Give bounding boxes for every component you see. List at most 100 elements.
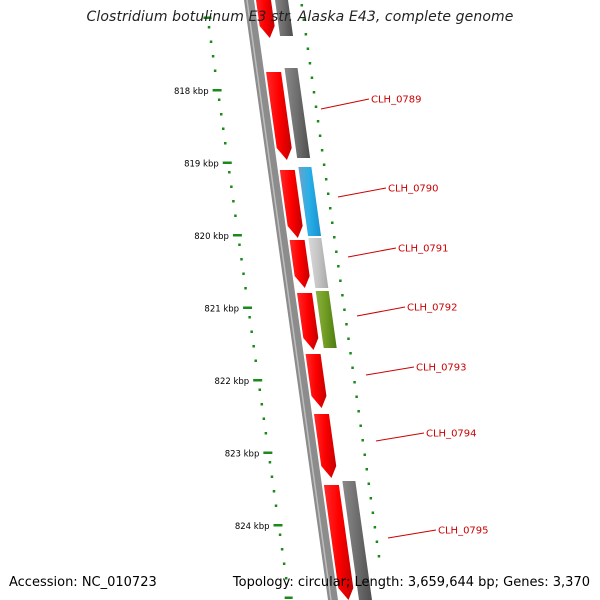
gene-label-clh-0789[interactable]: CLH_0789 — [371, 95, 422, 106]
minor-tick — [232, 200, 235, 203]
map-title: Clostridium botulinum E3 str. Alaska E43… — [86, 9, 514, 25]
tick-label: 821 kbp — [204, 305, 239, 315]
outer-ring-dot — [326, 192, 330, 195]
gene-label-clh-0795[interactable]: CLH_0795 — [438, 526, 489, 537]
tick-label: 818 kbp — [174, 87, 209, 97]
cds-arrow — [266, 72, 292, 160]
outer-ring-dot — [375, 540, 379, 543]
outer-ring-dot — [359, 424, 362, 427]
major-tick — [232, 234, 242, 237]
minor-tick — [282, 562, 286, 565]
minor-tick — [207, 26, 211, 29]
outer-ring-dot — [318, 134, 322, 137]
outer-ring-dot — [331, 221, 334, 224]
outer-ring-dot — [363, 453, 366, 456]
outer-ring-dot — [335, 250, 338, 253]
minor-tick — [272, 490, 276, 493]
minor-tick — [262, 417, 266, 420]
major-tick — [263, 451, 273, 454]
outer-ring-dot — [316, 120, 320, 123]
outer-ring-dot — [314, 105, 318, 108]
minor-tick — [248, 316, 251, 319]
outer-ring-dot — [377, 555, 381, 558]
minor-tick — [274, 504, 278, 507]
outer-ring-dot — [351, 366, 354, 369]
minor-tick — [252, 345, 255, 348]
minor-tick — [209, 40, 213, 43]
outer-ring-dot — [367, 482, 371, 485]
outer-ring-dot — [373, 526, 377, 529]
backbone-highlight — [246, 0, 332, 600]
outer-ring-dot — [333, 236, 336, 239]
outer-ring-dot — [306, 47, 310, 50]
gene-label-clh-0793[interactable]: CLH_0793 — [416, 363, 467, 374]
gene-label-clh-0790[interactable]: CLH_0790 — [388, 184, 439, 195]
minor-tick — [284, 577, 288, 580]
cds-arrow — [279, 170, 303, 238]
minor-tick — [219, 113, 223, 116]
outer-ring-dot — [337, 265, 340, 268]
outer-ring-dot — [310, 76, 314, 79]
major-tick — [203, 16, 212, 19]
gene-label-leader — [347, 247, 397, 258]
gene-block-clh-0790 — [298, 167, 322, 236]
cds-arrow — [313, 414, 337, 478]
major-tick — [243, 306, 253, 309]
gene-label-leader — [320, 98, 370, 110]
minor-tick — [213, 69, 217, 72]
gene-label-clh-0794[interactable]: CLH_0794 — [426, 429, 477, 440]
minor-tick — [264, 432, 268, 435]
gene-block-0788 — [275, 0, 294, 36]
gene-block-clh-0795 — [342, 481, 372, 600]
outer-ring-dot — [339, 279, 342, 282]
minor-tick — [278, 533, 282, 536]
major-tick — [253, 379, 263, 382]
tick-label: 824 kbp — [235, 522, 270, 532]
minor-tick — [260, 403, 264, 406]
outer-ring-dot — [328, 207, 332, 210]
outer-ring-dot — [357, 410, 360, 413]
minor-tick — [211, 55, 215, 58]
outer-ring-dot — [308, 62, 312, 65]
outer-ring-dot — [312, 91, 316, 94]
tick-label: 822 kbp — [215, 377, 250, 387]
outer-ring-dot — [320, 149, 324, 152]
outer-ring-dot — [365, 468, 369, 471]
outer-ring-dot — [347, 337, 350, 340]
minor-tick — [224, 142, 227, 145]
gene-label-clh-0792[interactable]: CLH_0792 — [407, 303, 458, 314]
outer-ring-dot — [371, 511, 375, 514]
tick-label: 823 kbp — [225, 450, 260, 460]
gene-block-clh-0792 — [315, 291, 337, 348]
major-tick — [222, 161, 232, 164]
outer-ring-dot — [343, 308, 346, 311]
gene-label-clh-0791[interactable]: CLH_0791 — [398, 244, 449, 255]
genome-summary-text: Topology: circular; Length: 3,659,644 bp… — [232, 575, 590, 590]
cds-arrow — [289, 240, 310, 288]
cds-arrow — [305, 354, 327, 408]
gene-block-clh-0789 — [284, 68, 311, 158]
outer-ring-dot — [353, 381, 356, 384]
gene-label-leader — [365, 366, 415, 376]
minor-tick — [242, 272, 245, 275]
gene-label-leader — [375, 432, 425, 442]
minor-tick — [221, 127, 225, 130]
minor-tick — [244, 287, 247, 290]
minor-tick — [280, 548, 284, 551]
minor-tick — [270, 475, 274, 478]
cds-arrow — [323, 485, 354, 600]
major-tick — [284, 596, 293, 599]
outer-ring-dot — [322, 163, 326, 166]
outer-ring-dot — [324, 178, 328, 181]
minor-tick — [250, 330, 253, 333]
minor-tick — [228, 171, 231, 174]
minor-tick — [217, 98, 221, 101]
gene-label-leader — [337, 187, 387, 198]
minor-tick — [258, 388, 262, 391]
minor-tick — [240, 258, 243, 261]
minor-tick — [230, 185, 233, 188]
outer-ring-dot — [355, 395, 358, 398]
outer-ring-dot — [369, 497, 373, 500]
minor-tick — [234, 214, 237, 217]
